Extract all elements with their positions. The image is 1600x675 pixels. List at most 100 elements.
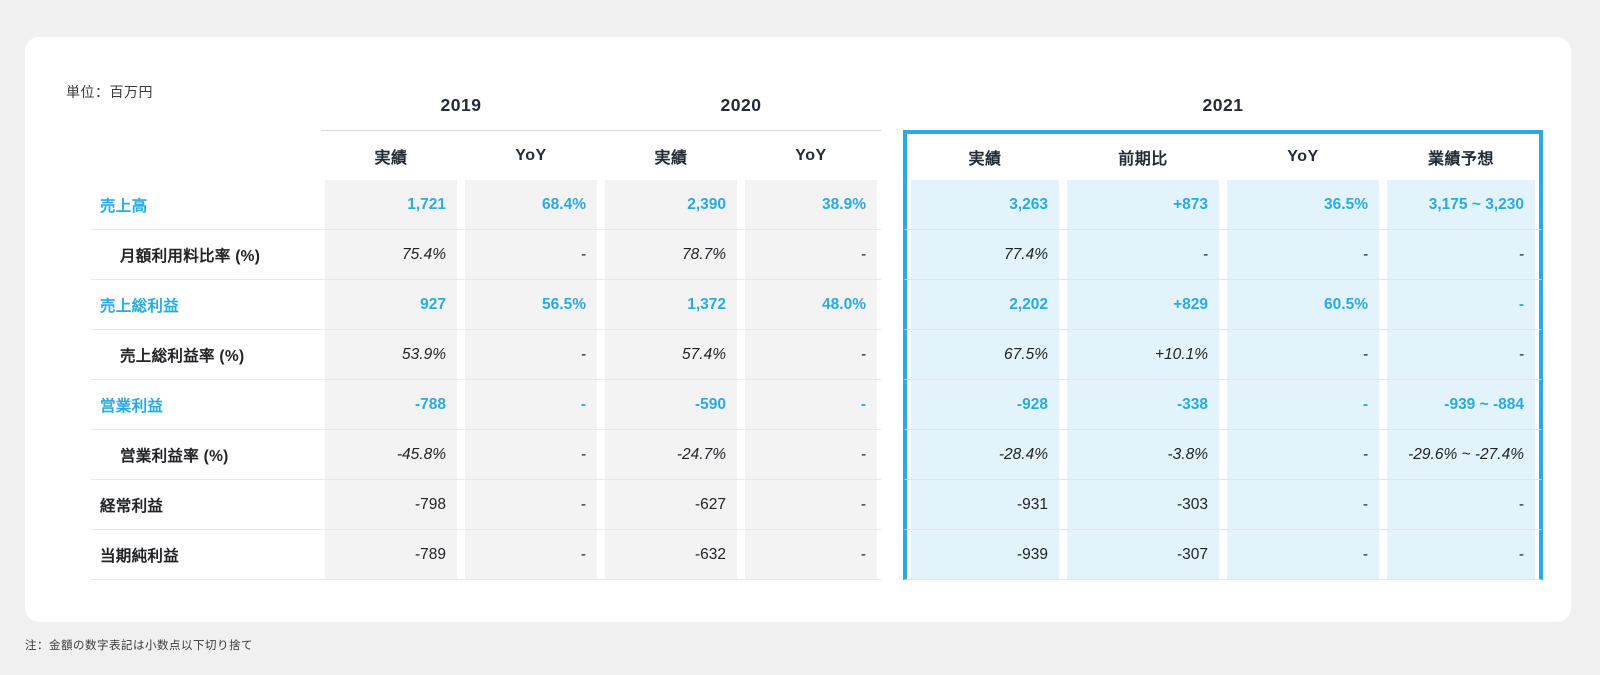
- cell-value: -939 ~ -884: [1444, 395, 1524, 413]
- cell-background: -: [745, 480, 877, 529]
- value-cell: -: [1223, 430, 1383, 480]
- value-cell: -931: [903, 480, 1063, 530]
- cell-background: -: [1227, 480, 1379, 529]
- value-cell: -: [741, 380, 881, 430]
- value-cell: 78.7%: [601, 230, 741, 280]
- cell-background: -: [1227, 530, 1379, 579]
- value-cell: -303: [1063, 480, 1223, 530]
- value-cell: 2,202: [903, 280, 1063, 330]
- year-header-2020: 2020: [720, 94, 762, 115]
- cell-background: -303: [1067, 480, 1219, 529]
- cell-background: -798: [325, 480, 457, 529]
- table-row: 月額利用料比率 (%) 75.4% - 78.7% - 77.4% - - -: [91, 230, 1543, 280]
- value-cell: -: [1383, 530, 1543, 580]
- cell-background: 67.5%: [911, 330, 1059, 379]
- cell-background: 38.9%: [745, 180, 877, 229]
- value-cell: -: [461, 480, 601, 530]
- column-spacer: [881, 80, 903, 130]
- cell-value: -: [1362, 245, 1368, 263]
- row-label: 売上総利益: [91, 280, 321, 330]
- cell-background: -788: [325, 380, 457, 429]
- table-row: 経常利益 -798 - -627 - -931 -303 - -: [91, 480, 1543, 530]
- cell-background: -: [1227, 430, 1379, 479]
- column-spacer: [881, 430, 903, 480]
- value-cell: -928: [903, 380, 1063, 430]
- year-header-row: 2019 2020 2021: [91, 80, 1543, 130]
- cell-value: -303: [1176, 495, 1208, 513]
- cell-background: 78.7%: [605, 230, 737, 279]
- cell-background: -931: [911, 480, 1059, 529]
- cell-background: -: [1387, 230, 1535, 279]
- value-cell: -: [1223, 330, 1383, 380]
- results-table-card: 単位：百万円 2019 2020 2021 実績 Yo: [25, 37, 1571, 622]
- cell-background: -: [1387, 330, 1535, 379]
- cell-value: -: [860, 445, 866, 463]
- cell-background: 36.5%: [1227, 180, 1379, 229]
- cell-value: -: [580, 345, 586, 363]
- cell-value: -798: [414, 495, 446, 513]
- value-cell: 77.4%: [903, 230, 1063, 280]
- cell-value: -: [860, 495, 866, 513]
- value-cell: 2,390: [601, 180, 741, 230]
- value-cell: -: [461, 380, 601, 430]
- value-cell: -3.8%: [1063, 430, 1223, 480]
- cell-value: -: [1362, 345, 1368, 363]
- value-cell: -: [741, 230, 881, 280]
- value-cell: 3,175 ~ 3,230: [1383, 180, 1543, 230]
- table-row: 売上高 1,721 68.4% 2,390 38.9% 3,263 +873 36.5% 3,1…: [91, 180, 1543, 230]
- cell-background: 53.9%: [325, 330, 457, 379]
- cell-value: 2,390: [687, 195, 726, 213]
- value-cell: 60.5%: [1223, 280, 1383, 330]
- cell-background: -: [1387, 480, 1535, 529]
- value-cell: -939 ~ -884: [1383, 380, 1543, 430]
- cell-background: -: [1387, 280, 1535, 329]
- cell-background: +873: [1067, 180, 1219, 229]
- cell-background: 56.5%: [465, 280, 597, 329]
- value-cell: -: [461, 530, 601, 580]
- cell-background: 1,721: [325, 180, 457, 229]
- cell-background: 3,263: [911, 180, 1059, 229]
- value-cell: -939: [903, 530, 1063, 580]
- value-cell: +829: [1063, 280, 1223, 330]
- table-row: 当期純利益 -789 - -632 - -939 -307 - -: [91, 530, 1543, 580]
- column-header-2019-yoy: YoY: [461, 130, 601, 180]
- cell-value: -627: [694, 495, 726, 513]
- footnote: 注：金額の数字表記は小数点以下切り捨て: [25, 640, 253, 652]
- value-cell: 57.4%: [601, 330, 741, 380]
- cell-background: -: [1387, 530, 1535, 579]
- column-header-2021-forecast: 業績予想: [1383, 130, 1543, 180]
- cell-value: 38.9%: [822, 195, 866, 213]
- value-cell: -24.7%: [601, 430, 741, 480]
- value-cell: 68.4%: [461, 180, 601, 230]
- value-cell: 36.5%: [1223, 180, 1383, 230]
- cell-background: 60.5%: [1227, 280, 1379, 329]
- cell-value: -: [860, 545, 866, 563]
- value-cell: -590: [601, 380, 741, 430]
- cell-value: -: [580, 245, 586, 263]
- value-cell: 56.5%: [461, 280, 601, 330]
- column-spacer: [881, 480, 903, 530]
- cell-value: 75.4%: [402, 245, 446, 263]
- cell-background: -29.6% ~ -27.4%: [1387, 430, 1535, 479]
- cell-value: -: [580, 395, 586, 413]
- column-header-row: 実績 YoY 実績 YoY 実績 前期比 YoY 業績予想: [91, 130, 1543, 180]
- cell-background: -24.7%: [605, 430, 737, 479]
- cell-background: -928: [911, 380, 1059, 429]
- cell-background: 75.4%: [325, 230, 457, 279]
- cell-value: 78.7%: [682, 245, 726, 263]
- cell-value: 67.5%: [1004, 345, 1048, 363]
- cell-value: -: [1362, 445, 1368, 463]
- cell-value: -: [580, 495, 586, 513]
- column-header-2019-actual: 実績: [321, 130, 461, 180]
- cell-background: -: [1227, 330, 1379, 379]
- cell-value: -: [860, 245, 866, 263]
- column-spacer: [881, 280, 903, 330]
- table-row: 売上総利益率 (%) 53.9% - 57.4% - 67.5% +10.1% - -: [91, 330, 1543, 380]
- unit-label: 単位：百万円: [66, 84, 153, 100]
- cell-background: 1,372: [605, 280, 737, 329]
- cell-background: +829: [1067, 280, 1219, 329]
- table-row: 売上総利益 927 56.5% 1,372 48.0% 2,202 +829 60.5% -: [91, 280, 1543, 330]
- cell-value: 57.4%: [682, 345, 726, 363]
- column-spacer: [881, 130, 903, 180]
